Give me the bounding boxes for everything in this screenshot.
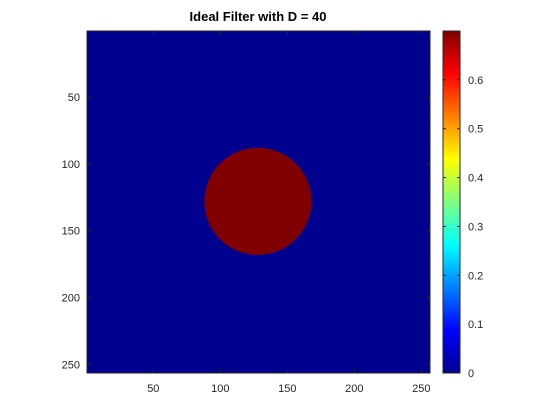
x-tick-label: 200 [345,383,363,395]
y-tick-label: 150 [62,226,80,238]
colorbar-tick-label: 0.1 [468,319,483,331]
colorbar: 0 0.1 0.2 0.3 0.4 0.5 0.6 [442,30,483,380]
y-tick-label: 200 [62,293,80,305]
colorbar-tick-label: 0.6 [468,75,483,87]
filter-passband-disk [204,147,312,255]
y-tick-label: 100 [62,159,80,171]
colorbar-tick-label: 0.4 [468,173,483,185]
x-tick-label: 150 [278,383,296,395]
chart-title: Ideal Filter with D = 40 [190,9,327,24]
axes-frame [86,30,431,374]
x-tick-label: 250 [412,383,430,395]
colorbar-gradient [443,31,460,373]
colorbar-tick-label: 0.3 [468,221,483,233]
colorbar-tick-label: 0 [468,368,474,380]
colorbar-tick-label: 0.2 [468,270,483,282]
x-tick-label: 50 [147,383,159,395]
colorbar-frame [442,30,461,374]
x-tick-label: 100 [211,383,229,395]
x-axis-ticks: 50 100 150 200 250 [147,31,430,395]
colorbar-tick-label: 0.5 [468,124,483,136]
y-tick-label: 250 [62,359,80,371]
y-tick-label: 50 [68,92,80,104]
y-axis-ticks: 50 100 150 200 250 [62,92,430,371]
colorbar-ticks: 0 0.1 0.2 0.3 0.4 0.5 0.6 [443,75,483,380]
plot-area [86,30,431,374]
